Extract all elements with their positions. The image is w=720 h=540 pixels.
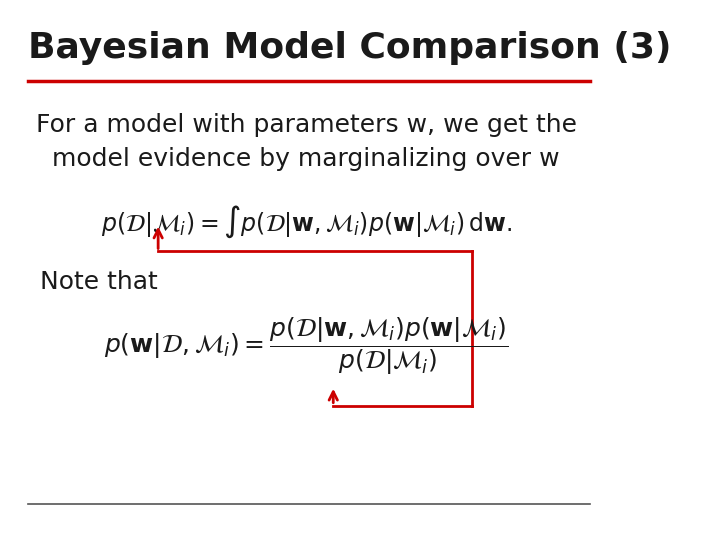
Text: For a model with parameters w, we get the
model evidence by marginalizing over w: For a model with parameters w, we get th… bbox=[35, 113, 577, 171]
Text: $p(\mathbf{w}|\mathcal{D}, \mathcal{M}_i) = \dfrac{p(\mathcal{D}|\mathbf{w}, \ma: $p(\mathbf{w}|\mathcal{D}, \mathcal{M}_i… bbox=[104, 315, 508, 377]
Text: $p(\mathcal{D}|\mathcal{M}_i) = \int p(\mathcal{D}|\mathbf{w}, \mathcal{M}_i)p(\: $p(\mathcal{D}|\mathcal{M}_i) = \int p(\… bbox=[101, 204, 512, 240]
Text: Bayesian Model Comparison (3): Bayesian Model Comparison (3) bbox=[28, 31, 672, 65]
Text: Note that: Note that bbox=[40, 270, 158, 294]
